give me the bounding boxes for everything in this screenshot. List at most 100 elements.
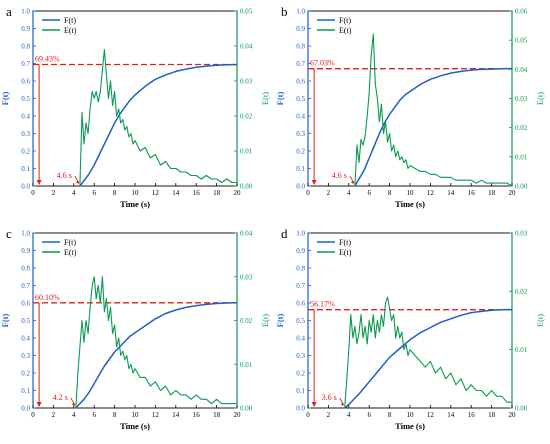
y-left-tick-label: 1.0 <box>296 8 305 16</box>
delay-time-label: 4.6 s <box>332 171 347 180</box>
y-right-tick-label: 0.03 <box>240 273 253 281</box>
x-tick-label: 4 <box>347 189 351 197</box>
y-right-axis-label: E(t) <box>260 92 270 105</box>
series-line-E <box>79 48 237 187</box>
series-line-F <box>344 308 513 409</box>
x-axis-label: Time (s) <box>120 421 150 431</box>
x-tick-label: 0 <box>31 411 35 419</box>
x-tick-label: 4 <box>72 411 76 419</box>
y-right-tick-label: 0.01 <box>240 361 253 369</box>
plateau-percent-label: 69.43% <box>35 54 60 63</box>
x-tick-label: 14 <box>172 411 180 419</box>
plateau-percent-label: 56.17% <box>310 300 335 309</box>
chart-panel-a: a 0 2 4 6 8 10 12 14 16 18 20 Time (s) 0.0 0.1 0.2 0.3 0.… <box>0 4 270 209</box>
y-right-tick-label: 0.03 <box>515 230 528 238</box>
plateau-percent-label: 60.10% <box>35 293 60 302</box>
y-left-tick-label: 0.0 <box>296 405 305 413</box>
x-tick-label: 2 <box>52 189 56 197</box>
y-right-axis-label: E(t) <box>535 314 545 327</box>
y-left-tick-label: 0.2 <box>21 148 30 156</box>
x-tick-label: 20 <box>234 411 242 419</box>
y-left-tick-label: 0.0 <box>21 405 30 413</box>
x-tick-label: 12 <box>427 411 435 419</box>
y-left-tick-label: 0.7 <box>296 282 305 290</box>
y-left-tick-label: 0.6 <box>21 300 30 308</box>
y-right-tick-label: 0.00 <box>240 183 253 191</box>
x-tick-label: 20 <box>234 189 242 197</box>
x-tick-label: 18 <box>488 189 496 197</box>
y-left-tick-label: 0.9 <box>296 247 305 255</box>
x-tick-label: 18 <box>488 411 496 419</box>
y-left-tick-label: 1.0 <box>296 230 305 238</box>
x-tick-label: 18 <box>213 411 221 419</box>
x-tick-label: 6 <box>367 189 371 197</box>
legend-entry: F(t) <box>64 238 76 247</box>
x-axis-label: Time (s) <box>120 199 150 209</box>
y-left-tick-label: 0.2 <box>296 370 305 378</box>
delay-time-label: 4.2 s <box>53 393 68 402</box>
x-tick-label: 10 <box>407 189 415 197</box>
x-tick-label: 18 <box>213 189 221 197</box>
x-tick-label: 12 <box>152 189 160 197</box>
y-left-tick-label: 0.4 <box>21 335 30 343</box>
x-tick-label: 4 <box>347 411 351 419</box>
y-left-tick-label: 0.1 <box>296 387 305 395</box>
y-right-tick-label: 0.01 <box>515 153 528 161</box>
plot-frame <box>32 232 238 409</box>
y-left-tick-label: 0.3 <box>296 130 305 138</box>
y-left-tick-label: 0.3 <box>21 130 30 138</box>
y-left-tick-label: 0.5 <box>296 95 305 103</box>
x-tick-label: 0 <box>31 189 35 197</box>
x-tick-label: 14 <box>447 189 455 197</box>
x-tick-label: 20 <box>509 411 517 419</box>
y-left-tick-label: 0.6 <box>296 78 305 86</box>
x-tick-label: 20 <box>509 189 517 197</box>
x-tick-label: 8 <box>388 189 392 197</box>
x-tick-label: 12 <box>152 411 160 419</box>
series-line-F <box>75 302 238 409</box>
delay-arrow-head <box>75 180 79 184</box>
y-left-axis-label: F(t) <box>275 313 285 327</box>
series-line-F <box>354 67 513 187</box>
panel-label: b <box>281 4 288 19</box>
x-tick-label: 4 <box>72 189 76 197</box>
y-right-tick-label: 0.04 <box>240 230 253 238</box>
x-tick-label: 10 <box>407 411 415 419</box>
y-left-tick-label: 0.1 <box>21 387 30 395</box>
y-left-tick-label: 0.7 <box>296 60 305 68</box>
y-right-tick-label: 0.03 <box>515 95 528 103</box>
y-left-tick-label: 0.8 <box>21 43 30 51</box>
legend-entry: F(t) <box>339 238 351 247</box>
y-left-tick-label: 0.6 <box>296 300 305 308</box>
y-right-tick-label: 0.02 <box>515 288 528 296</box>
x-tick-label: 12 <box>427 189 435 197</box>
plateau-arrow-head <box>311 402 317 407</box>
plateau-arrow-head <box>36 402 42 407</box>
y-right-tick-label: 0.00 <box>515 183 528 191</box>
y-left-tick-label: 1.0 <box>21 8 30 16</box>
x-axis-label: Time (s) <box>395 421 425 431</box>
y-left-tick-label: 0.6 <box>21 78 30 86</box>
y-left-tick-label: 0.0 <box>296 183 305 191</box>
x-axis-label: Time (s) <box>395 199 425 209</box>
y-left-tick-label: 0.9 <box>21 25 30 33</box>
y-left-tick-label: 0.8 <box>21 265 30 273</box>
y-left-tick-label: 0.9 <box>21 247 30 255</box>
x-tick-label: 0 <box>306 411 310 419</box>
plot-frame <box>307 10 513 187</box>
x-tick-label: 2 <box>327 411 331 419</box>
legend-entry: E(t) <box>64 26 77 35</box>
y-left-tick-label: 0.0 <box>21 183 30 191</box>
y-right-axis-label: E(t) <box>535 92 545 105</box>
x-tick-label: 10 <box>132 189 140 197</box>
delay-arrow-head <box>71 402 75 406</box>
x-tick-label: 16 <box>193 189 201 197</box>
panel-label: a <box>6 4 12 19</box>
y-right-tick-label: 0.02 <box>515 124 528 132</box>
legend-entry: F(t) <box>339 16 351 25</box>
x-tick-label: 8 <box>113 411 117 419</box>
delay-time-label: 3.6 s <box>322 393 337 402</box>
x-tick-label: 6 <box>92 189 96 197</box>
series-line-E <box>75 276 237 409</box>
y-right-tick-label: 0.05 <box>515 37 528 45</box>
